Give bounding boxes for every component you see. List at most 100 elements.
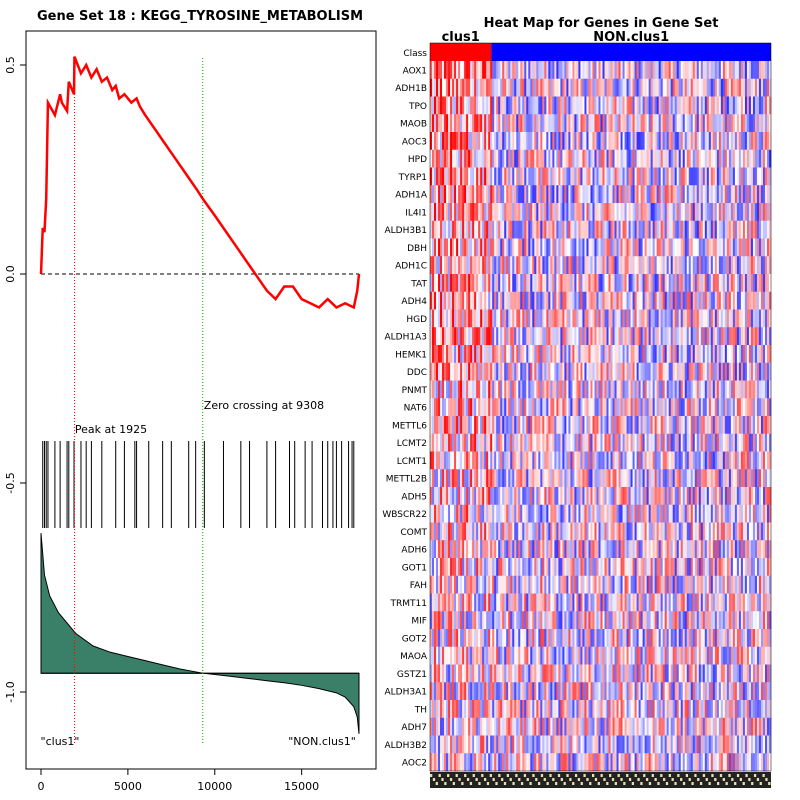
heat-cell	[728, 540, 732, 559]
heat-cell	[574, 114, 577, 133]
heat-cell	[522, 220, 525, 239]
heat-cell	[470, 345, 473, 364]
heat-cell	[568, 469, 571, 488]
heat-cell	[590, 362, 593, 381]
heat-cell	[450, 522, 453, 541]
heat-cell	[576, 504, 579, 523]
heat-cell	[754, 309, 758, 328]
heat-cell	[444, 96, 447, 115]
heat-cell	[750, 451, 754, 470]
heat-cell	[434, 220, 437, 239]
heat-cell	[752, 220, 756, 239]
heat-cell	[508, 309, 511, 328]
heat-cell	[742, 61, 746, 80]
heat-cell	[550, 487, 553, 506]
heat-cell	[466, 504, 469, 523]
heat-cell	[610, 469, 613, 488]
heat-cell	[438, 96, 441, 115]
heat-cell	[512, 327, 515, 346]
heat-cell	[488, 416, 491, 435]
heat-cell	[672, 362, 676, 381]
heat-cell	[676, 522, 680, 541]
group-label-non-clus1: NON.clus1	[593, 30, 669, 45]
heat-cell	[582, 274, 585, 293]
heat-cell	[552, 256, 555, 275]
heat-cell	[574, 345, 577, 364]
heat-cell	[630, 167, 633, 186]
heat-cell	[700, 309, 704, 328]
heat-cell	[764, 433, 768, 452]
heat-cell	[494, 220, 497, 239]
heat-cell	[690, 61, 694, 80]
heat-cell	[614, 558, 617, 577]
heat-cell	[696, 416, 700, 435]
heat-cell	[596, 96, 599, 115]
heat-cell	[698, 504, 702, 523]
heat-row	[430, 398, 772, 417]
heat-cell	[734, 433, 738, 452]
heat-cell	[738, 398, 742, 417]
heat-cell	[434, 380, 437, 399]
heat-cell	[554, 132, 557, 151]
heat-cell	[626, 78, 629, 97]
heat-cell	[624, 96, 627, 115]
heat-cell	[546, 558, 549, 577]
heat-cell	[476, 149, 479, 168]
heat-cell	[640, 540, 643, 559]
heat-cell	[620, 256, 623, 275]
heat-cell	[480, 149, 483, 168]
heat-cell	[576, 167, 579, 186]
heat-cell	[620, 167, 623, 186]
heat-cell	[568, 96, 571, 115]
heat-cell	[762, 451, 766, 470]
heat-cell	[518, 416, 521, 435]
heat-cell	[654, 185, 657, 204]
reference-lines	[41, 58, 359, 745]
heat-cell	[548, 114, 551, 133]
heat-cell	[630, 345, 633, 364]
heat-cell	[496, 380, 499, 399]
heat-cell	[672, 185, 676, 204]
heat-cell	[496, 398, 499, 417]
heat-cell	[562, 540, 565, 559]
heat-cell	[594, 504, 597, 523]
heat-cell	[586, 416, 589, 435]
heat-cell	[546, 398, 549, 417]
heat-cell	[716, 540, 720, 559]
heat-cell	[528, 220, 531, 239]
heat-cell	[494, 256, 497, 275]
heat-cell	[566, 416, 569, 435]
heat-cell	[688, 398, 692, 417]
heat-cell	[578, 504, 581, 523]
heat-cell	[602, 558, 605, 577]
heat-cell	[658, 291, 661, 310]
heat-cell	[672, 149, 676, 168]
heat-cell	[628, 451, 631, 470]
gene-label: AOX1	[403, 66, 427, 76]
heat-cell	[500, 256, 503, 275]
heat-cell	[636, 203, 639, 222]
heat-cell	[478, 185, 481, 204]
heat-cell	[648, 362, 651, 381]
heat-cell	[634, 61, 637, 80]
heat-cell	[736, 256, 740, 275]
heat-cell	[576, 203, 579, 222]
heat-cell	[582, 469, 585, 488]
heat-cell	[460, 504, 463, 523]
heat-cell	[692, 185, 696, 204]
heat-cell	[522, 167, 525, 186]
heat-cell	[616, 61, 619, 80]
heat-cell	[642, 487, 645, 506]
heat-cell	[758, 291, 762, 310]
heat-cell	[690, 291, 694, 310]
heat-cell	[450, 540, 453, 559]
heat-cell	[432, 540, 435, 559]
heat-cell	[694, 398, 698, 417]
heat-cell	[578, 238, 581, 257]
heat-cell	[726, 96, 730, 115]
heat-cell	[484, 327, 487, 346]
heat-cell	[506, 327, 509, 346]
heat-cell	[538, 203, 541, 222]
heat-cell	[592, 309, 595, 328]
heat-cell	[648, 61, 651, 80]
